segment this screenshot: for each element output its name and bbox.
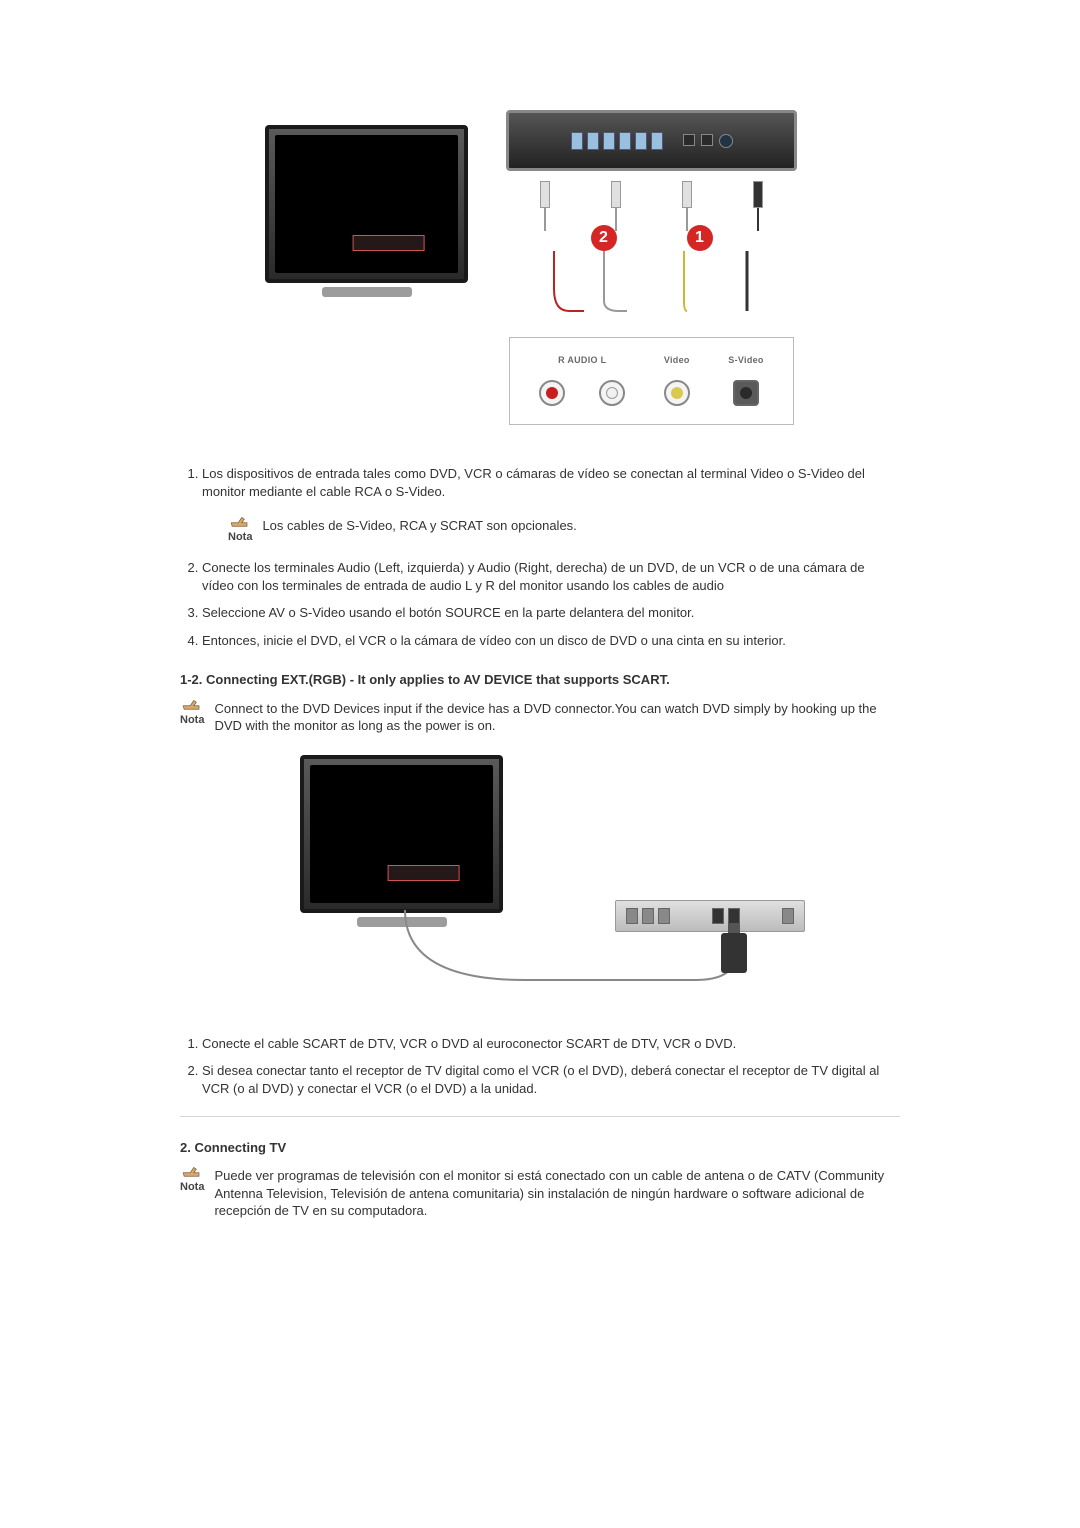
nota-message: Los cables de S-Video, RCA y SCRAT son o… (262, 514, 900, 535)
nota-badge: Nota (180, 1164, 204, 1195)
connector-video (664, 380, 690, 406)
label-svideo: S-Video (728, 354, 763, 366)
nota-row: Nota Puede ver programas de televisión c… (180, 1164, 900, 1220)
cable-area: 2 1 R AUDIO L (509, 181, 794, 425)
list-item: Conecte el cable SCART de DTV, VCR o DVD… (202, 1035, 900, 1053)
connector-audio-r (539, 380, 565, 406)
nota-row: Nota Los cables de S-Video, RCA y SCRAT … (228, 514, 900, 545)
section-heading-1-2: 1-2. Connecting EXT.(RGB) - It only appl… (180, 671, 900, 689)
nota-badge: Nota (228, 514, 252, 545)
monitor-input-panel: R AUDIO L Video S-Video (509, 337, 794, 425)
scart-device-illustration (615, 900, 805, 932)
nota-label: Nota (180, 1180, 204, 1195)
nota-row: Nota Connect to the DVD Devices input if… (180, 697, 900, 735)
diagram-scart (265, 755, 815, 995)
source-device-illustration (506, 110, 797, 171)
nota-badge: Nota (180, 697, 204, 728)
separator (180, 1116, 900, 1117)
hand-icon (181, 1164, 203, 1178)
list-item-text: Los dispositivos de entrada tales como D… (202, 466, 865, 499)
nota-message: Connect to the DVD Devices input if the … (214, 697, 900, 735)
scart-plug-illustration (721, 933, 747, 973)
instructions-list-1: Los dispositivos de entrada tales como D… (180, 465, 900, 649)
list-item: Los dispositivos de entrada tales como D… (202, 465, 900, 545)
connector-audio-l (599, 380, 625, 406)
cable-lines (509, 251, 794, 321)
section-heading-2: 2. Connecting TV (180, 1139, 900, 1157)
label-audio: R AUDIO L (558, 354, 606, 366)
monitor-illustration (265, 110, 468, 283)
hand-icon (229, 514, 251, 528)
instructions-list-2: Conecte el cable SCART de DTV, VCR o DVD… (180, 1035, 900, 1098)
label-video: Video (664, 354, 690, 366)
list-item: Conecte los terminales Audio (Left, izqu… (202, 559, 900, 594)
hand-icon (181, 697, 203, 711)
connector-svideo (733, 380, 759, 406)
list-item: Entonces, inicie el DVD, el VCR o la cám… (202, 632, 900, 650)
nota-label: Nota (228, 530, 252, 545)
list-item: Seleccione AV o S-Video usando el botón … (202, 604, 900, 622)
list-item: Si desea conectar tanto el receptor de T… (202, 1062, 900, 1097)
nota-label: Nota (180, 713, 204, 728)
nota-message: Puede ver programas de televisión con el… (214, 1164, 900, 1220)
page: 2 1 R AUDIO L (90, 0, 990, 1294)
diagram-av-svideo: 2 1 R AUDIO L (265, 110, 815, 425)
